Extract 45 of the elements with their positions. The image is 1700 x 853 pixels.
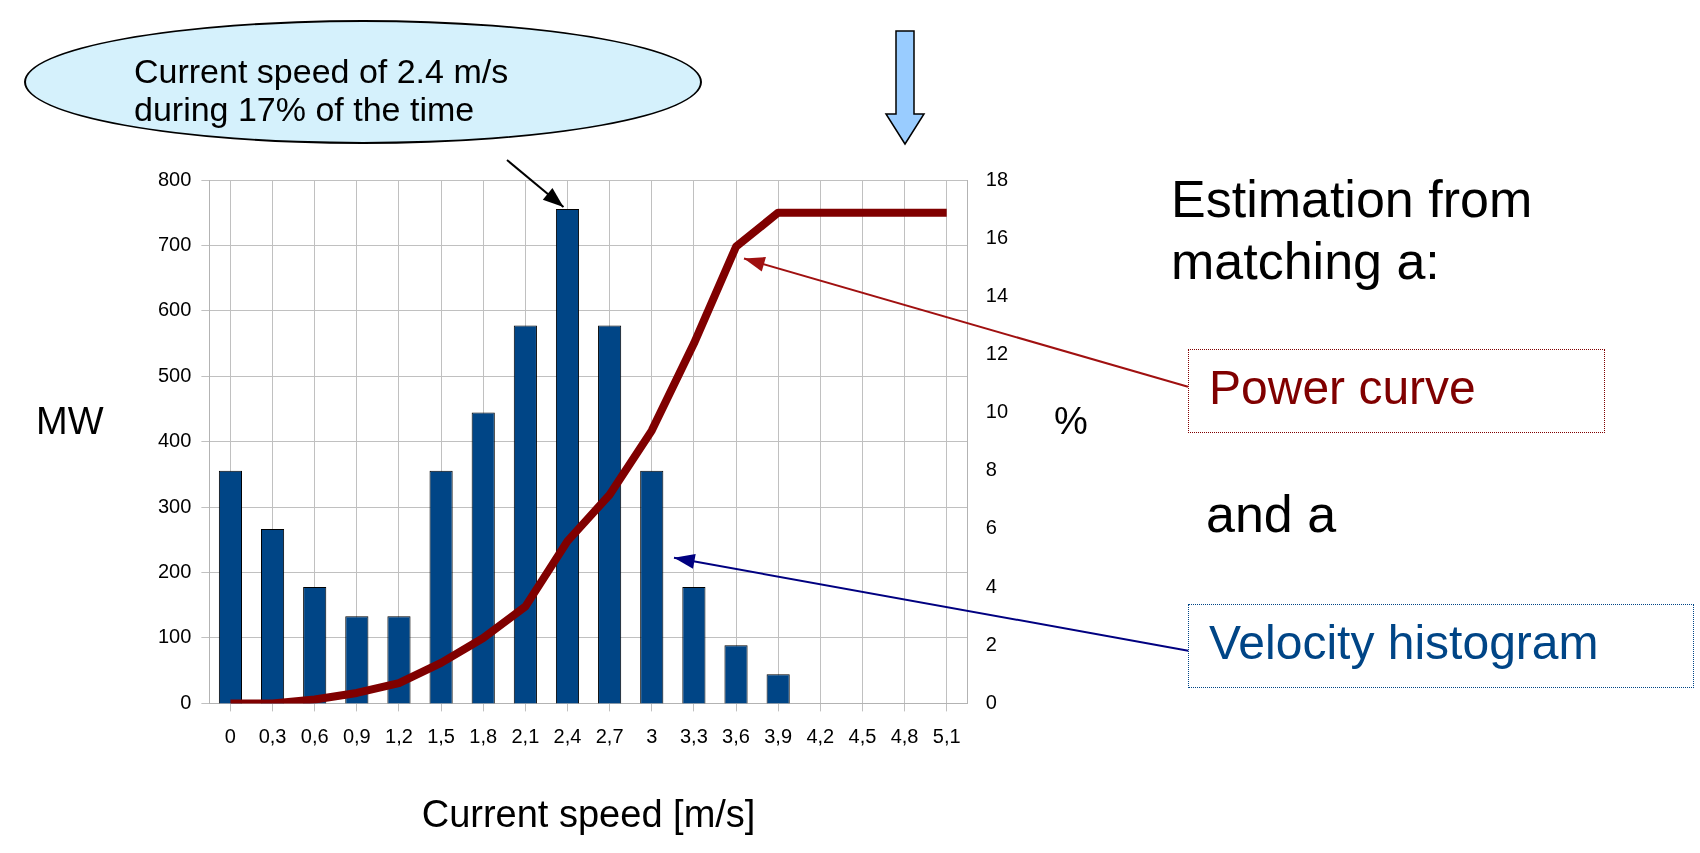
x-tick-label: 2,1 [511,724,540,747]
y2-axis-title: % [1054,400,1088,443]
x-axis-title: Current speed [m/s] [421,792,756,835]
y-tick-label: 200 [157,560,192,583]
x-tick-label: 0,6 [300,724,329,747]
x-tick-label: 4,8 [890,724,919,747]
y2-tick-label: 6 [985,516,997,539]
x-tick-label: 3 [646,724,658,747]
y-axis-title: MW [36,400,104,443]
text: Velocity histogram [1188,604,1694,688]
y-tick-label: 300 [157,494,192,517]
text: and a [1206,484,1337,544]
y2-tick-label: 0 [985,690,997,713]
x-tick-label: 0 [224,724,236,747]
y-tick-label: 700 [157,232,192,255]
text: Estimation from matching a: [1171,169,1533,292]
x-tick-label: 3,3 [679,724,708,747]
y-tick-label: 500 [157,363,192,386]
x-tick-label: 3,6 [722,724,750,747]
y-tick-label: 400 [157,429,192,452]
y2-tick-label: 2 [985,632,997,655]
x-tick-label: 2,7 [595,724,624,747]
y-tick-label: 600 [157,298,192,321]
x-tick-label: 1,5 [427,724,455,747]
y2-tick-label: 14 [985,283,1008,306]
x-tick-label: 5,1 [932,724,961,747]
x-tick-label: 2,4 [553,724,582,747]
x-tick-label: 4,2 [806,724,835,747]
speech-ellipse: Current speed of 2.4 m/s during 17% of the time [24,20,702,144]
y2-tick-label: 4 [985,574,997,597]
x-tick-label: 1,2 [385,724,413,747]
x-tick-label: 4,5 [848,724,877,747]
y2-tick-label: 16 [985,225,1008,248]
y-tick-label: 0 [180,690,192,713]
y2-tick-label: 18 [985,167,1008,190]
y-tick-label: 800 [157,167,192,190]
x-tick-label: 1,8 [469,724,498,747]
y2-tick-label: 12 [985,341,1008,364]
text: Power curve [1188,349,1605,433]
x-tick-label: 0,9 [342,724,371,747]
y2-tick-label: 10 [985,400,1008,423]
y2-tick-label: 8 [985,458,997,481]
x-tick-label: 3,9 [764,724,793,747]
x-tick-label: 0,3 [258,724,287,747]
y-tick-label: 100 [157,625,192,648]
